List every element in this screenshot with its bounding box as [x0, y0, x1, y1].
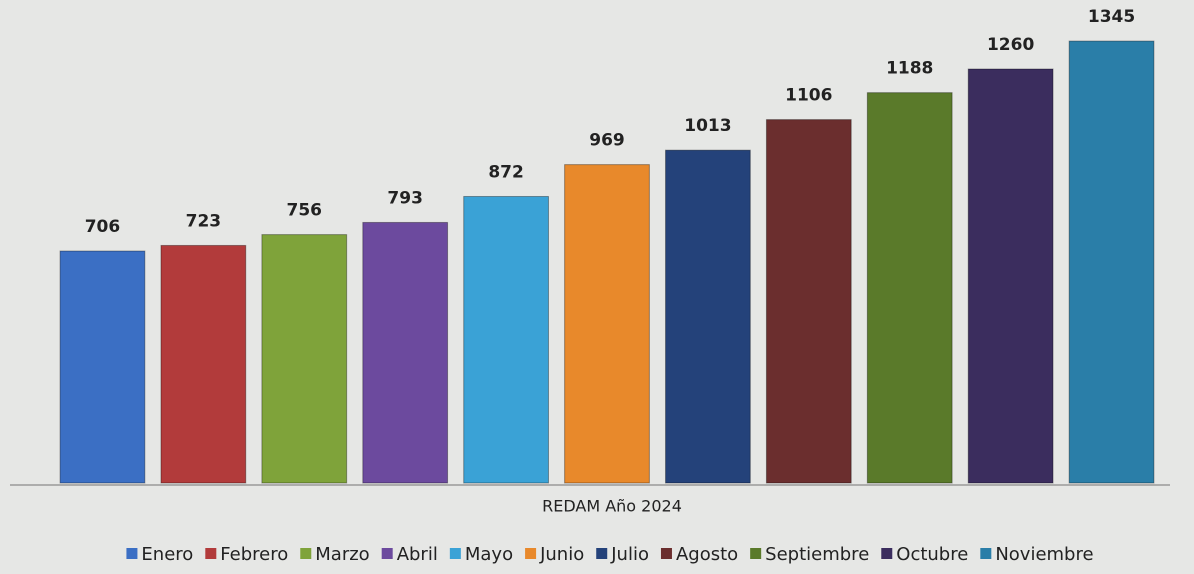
bar: [866, 92, 953, 484]
legend-swatch: [300, 548, 312, 559]
legend-swatch: [381, 548, 393, 559]
data-label: 969: [589, 131, 625, 151]
data-label: 1345: [1088, 7, 1135, 27]
legend-label: Abril: [397, 544, 438, 565]
data-label: 1106: [785, 86, 832, 106]
legend-label: Julio: [610, 544, 649, 565]
data-label: 756: [287, 201, 323, 221]
legend-label: Septiembre: [765, 544, 869, 565]
data-label: 872: [488, 162, 524, 182]
legend: Enero Febrero Marzo Abril Mayo Junio Julio Agos…: [126, 544, 1094, 565]
bar: [261, 234, 348, 484]
bar: [463, 195, 549, 484]
legend-swatch: [660, 548, 672, 559]
legend-swatch: [881, 548, 893, 559]
legend-swatch: [596, 548, 608, 559]
bar: [160, 244, 247, 484]
bar: [967, 68, 1054, 484]
legend-label: Mayo: [465, 544, 513, 565]
legend-label: Marzo: [315, 544, 369, 565]
bar: [665, 149, 751, 484]
legend-label: Noviembre: [995, 544, 1093, 565]
legend-swatch: [750, 548, 762, 559]
bar: [59, 250, 146, 484]
data-label: 1188: [886, 59, 933, 79]
legend-label: Junio: [539, 544, 584, 565]
data-label: 706: [85, 217, 121, 237]
legend-label: Octubre: [896, 544, 968, 565]
legend-label: Febrero: [220, 544, 288, 565]
bar: [1068, 40, 1155, 484]
data-label: 793: [387, 188, 423, 208]
bar: [362, 221, 449, 484]
legend-label: Enero: [141, 544, 193, 565]
x-axis-label: REDAM Año 2024: [542, 497, 682, 516]
data-label: 1013: [684, 116, 731, 136]
bar: [564, 164, 650, 484]
data-label: 723: [186, 211, 222, 231]
data-label: 1260: [987, 35, 1034, 55]
legend-swatch: [980, 548, 992, 559]
legend-swatch: [126, 548, 138, 559]
bar: [765, 119, 852, 484]
legend-swatch: [525, 548, 537, 559]
legend-swatch: [449, 548, 461, 559]
legend-label: Agosto: [676, 544, 738, 565]
legend-swatch: [205, 548, 217, 559]
